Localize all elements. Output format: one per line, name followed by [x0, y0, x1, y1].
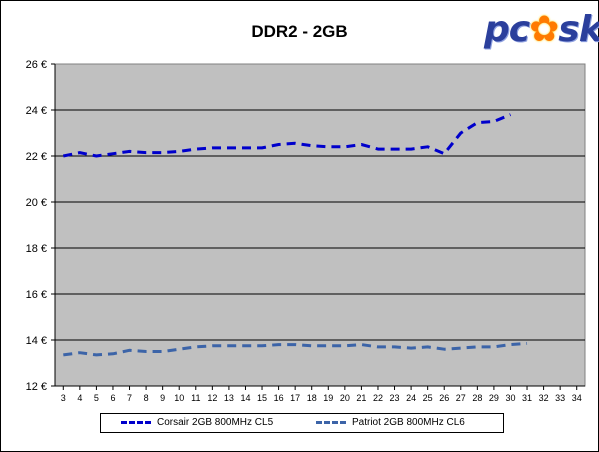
x-tick-label-30: 30	[505, 393, 515, 403]
x-tick-label-3: 3	[61, 393, 66, 403]
x-tick-label-32: 32	[539, 393, 549, 403]
x-tick-label-29: 29	[489, 393, 499, 403]
x-tick-label-19: 19	[323, 393, 333, 403]
x-tick-label-12: 12	[207, 393, 217, 403]
plot-area	[54, 63, 586, 387]
logo-text-start: pc	[484, 9, 530, 50]
gridlines	[55, 109, 585, 341]
x-tick-label-20: 20	[340, 393, 350, 403]
legend-label-corsair: Corsair 2GB 800MHz CL5	[157, 417, 274, 428]
legend-item-patriot: Patriot 2GB 800MHz CL6	[316, 416, 465, 430]
x-tick-label-6: 6	[110, 393, 115, 403]
x-tick-label-15: 15	[257, 393, 267, 403]
y-tick-label-22: 22 €	[26, 151, 47, 163]
y-tick-label-16: 16 €	[26, 289, 47, 301]
logo-flame-icon: ✿	[529, 9, 559, 50]
series-line-0	[62, 113, 512, 158]
y-tick-label-12: 12 €	[26, 381, 47, 393]
x-tick-label-26: 26	[439, 393, 449, 403]
y-tick-label-18: 18 €	[26, 243, 47, 255]
y-tick-label-26: 26 €	[26, 59, 47, 71]
x-tick-label-34: 34	[572, 393, 582, 403]
x-tick-label-9: 9	[160, 393, 165, 403]
x-tick-label-33: 33	[555, 393, 565, 403]
chart-title: DDR2 - 2GB	[251, 22, 348, 41]
x-tick-label-13: 13	[224, 393, 234, 403]
y-tick-label-24: 24 €	[26, 105, 47, 117]
pcsk-logo: pc✿sk	[484, 12, 599, 48]
x-tick-label-24: 24	[406, 393, 416, 403]
x-tick-label-22: 22	[373, 393, 383, 403]
x-tick-label-23: 23	[390, 393, 400, 403]
x-tick-label-11: 11	[191, 393, 200, 403]
x-axis-ticks: 3 4 5 6 7 8 9 10 11 12 13 14 15 16 17 18 19 20 21 22 23 24 25 2…	[61, 386, 582, 403]
y-axis-ticks: 12 € 14 € 16 € 18 € 20 € 22 € 24 € 26 €	[26, 59, 55, 393]
x-tick-label-21: 21	[356, 393, 366, 403]
x-tick-label-14: 14	[240, 393, 250, 403]
x-tick-label-4: 4	[77, 393, 82, 403]
legend-swatch-patriot	[316, 420, 346, 424]
x-tick-label-31: 31	[522, 393, 532, 403]
legend: Corsair 2GB 800MHz CL5 Patriot 2GB 800MH…	[100, 413, 504, 433]
x-tick-label-5: 5	[94, 393, 99, 403]
legend-swatch-corsair	[121, 420, 151, 424]
x-tick-label-16: 16	[274, 393, 284, 403]
x-tick-label-8: 8	[144, 393, 149, 403]
y-tick-label-20: 20 €	[26, 197, 47, 209]
legend-label-patriot: Patriot 2GB 800MHz CL6	[352, 417, 465, 428]
legend-item-corsair: Corsair 2GB 800MHz CL5	[121, 416, 273, 430]
series-lines	[62, 113, 528, 357]
x-tick-label-18: 18	[307, 393, 317, 403]
y-tick-label-14: 14 €	[26, 335, 47, 347]
x-tick-label-27: 27	[456, 393, 466, 403]
x-tick-label-7: 7	[127, 393, 132, 403]
x-tick-label-25: 25	[423, 393, 433, 403]
x-tick-label-10: 10	[174, 393, 184, 403]
series-line-1	[63, 341, 528, 357]
x-tick-label-17: 17	[290, 393, 300, 403]
logo-text-end: sk	[558, 9, 599, 50]
x-tick-label-28: 28	[472, 393, 482, 403]
axes	[54, 64, 585, 387]
